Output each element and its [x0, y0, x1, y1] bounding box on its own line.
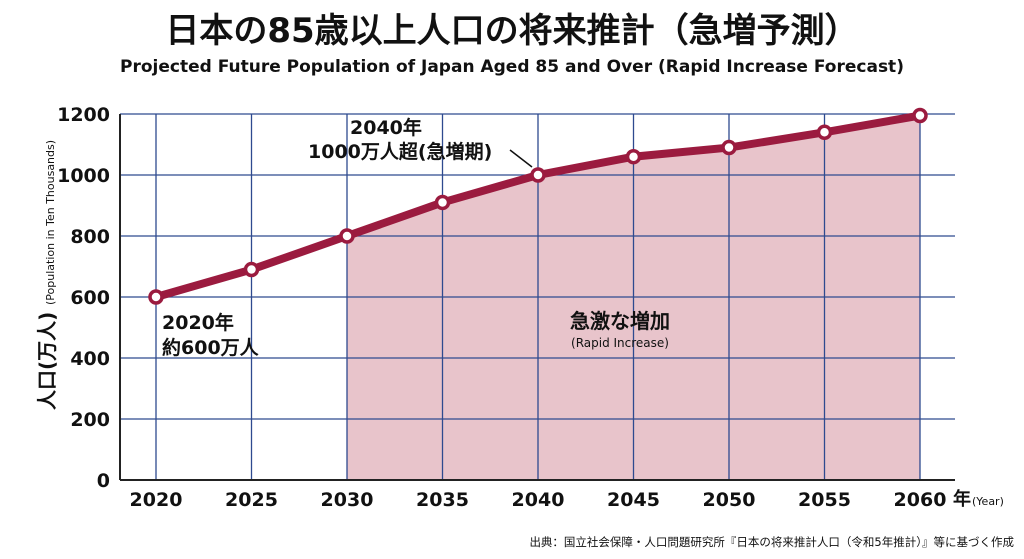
x-axis-label-en: (Year) [972, 495, 1004, 508]
y-tick-label: 0 [97, 470, 110, 492]
region-label-en: (Rapid Increase) [571, 336, 669, 350]
y-tick-labels: 0 200 400 600 800 1000 1200 [57, 104, 110, 492]
x-tick-label: 2045 [607, 489, 660, 511]
x-axis-label: 年 [953, 488, 971, 510]
x-tick-labels: 2020 2025 2030 2035 2040 2045 2050 2055 2060 [130, 489, 947, 511]
x-tick-label: 2040 [512, 489, 565, 511]
x-tick-label: 2055 [798, 489, 851, 511]
data-point [530, 167, 546, 183]
x-tick-label: 2020 [130, 489, 183, 511]
x-tick-label: 2060 [894, 489, 947, 511]
y-tick-label: 200 [70, 409, 110, 431]
y-axis-label: 人口(万人) [35, 312, 59, 410]
data-point [625, 148, 642, 165]
data-point [912, 107, 928, 124]
y-tick-label: 1200 [57, 104, 110, 126]
data-point [243, 261, 260, 278]
annotation-leader-line [509, 149, 533, 168]
x-tick-label: 2035 [416, 489, 469, 511]
y-tick-label: 1000 [57, 165, 110, 187]
gridlines [119, 113, 955, 481]
x-tick-label: 2050 [703, 489, 756, 511]
y-tick-label: 800 [70, 226, 110, 248]
data-points [148, 107, 928, 305]
annotation-2020-year: 2020年 [162, 311, 234, 334]
data-point [816, 124, 833, 141]
chart-subtitle: Projected Future Population of Japan Age… [120, 57, 904, 77]
data-point [148, 289, 164, 305]
annotation-2040-year: 2040年 [350, 116, 422, 139]
y-axis-label-en: (Population in Ten Thousands) [44, 140, 57, 305]
y-tick-label: 400 [70, 348, 110, 370]
data-point [434, 194, 451, 211]
data-point [339, 228, 355, 244]
y-tick-label: 600 [70, 287, 110, 309]
annotation-2040-value: 1000万人超(急増期) [308, 140, 492, 163]
data-point [721, 139, 737, 156]
x-tick-label: 2025 [225, 489, 278, 511]
region-label: 急激な増加 [570, 309, 670, 333]
x-tick-label: 2030 [321, 489, 374, 511]
source-note: 出典：国立社会保障・人口問題研究所『日本の将来推計人口（令和5年推計）』等に基づ… [529, 535, 1014, 549]
annotation-2020-value: 約600万人 [162, 336, 260, 359]
chart-title: 日本の85歳以上人口の将来推計（急増予測） [165, 11, 858, 51]
